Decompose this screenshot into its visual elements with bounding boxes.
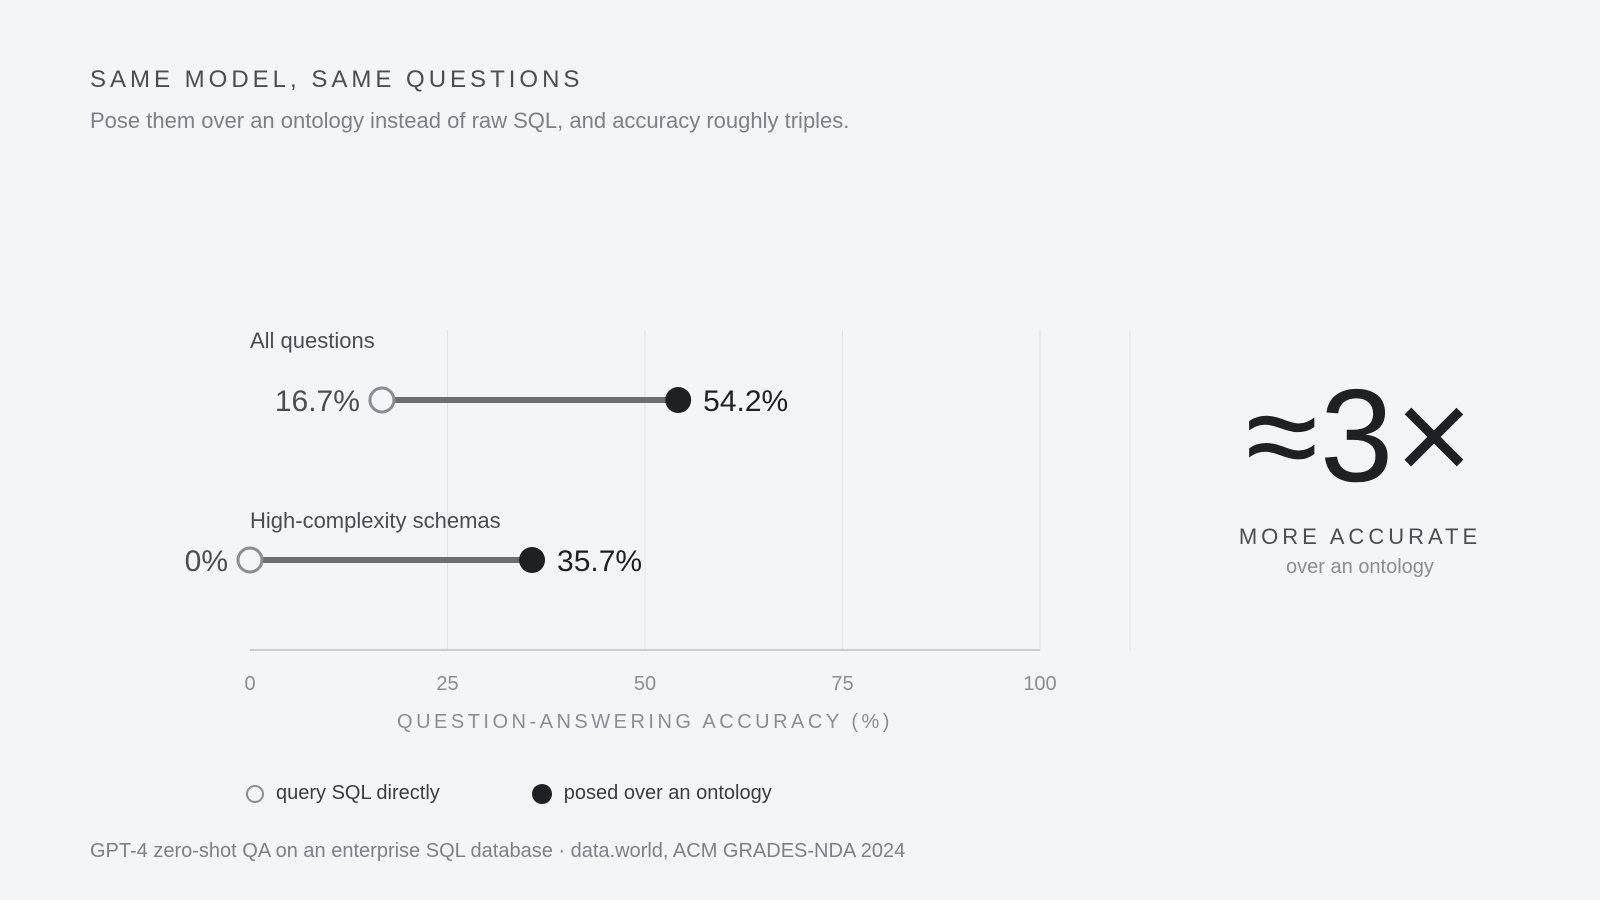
source-note: GPT-4 zero-shot QA on an enterprise SQL … [90, 840, 906, 862]
category-label: All questions [250, 328, 375, 353]
ontology-point [665, 387, 692, 413]
legend-label-sql: query SQL directly [276, 782, 440, 804]
sql-value-label: 16.7% [275, 385, 360, 418]
sql-value-label: 0% [185, 545, 228, 578]
filled-circle-icon [531, 783, 552, 804]
x-tick-label: 100 [1023, 673, 1056, 695]
legend-item-ontology: posed over an ontology [531, 782, 772, 805]
x-tick-label: 75 [831, 673, 853, 695]
sql-point [236, 546, 264, 574]
x-tick-label: 0 [244, 673, 255, 695]
legend: query SQL directly posed over an ontolog… [246, 782, 864, 805]
callout-sublabel: over an ontology [1286, 556, 1434, 578]
x-axis-title: QUESTION-ANSWERING ACCURACY (%) [397, 711, 893, 733]
ontology-value-label: 54.2% [703, 385, 788, 418]
chart-subtitle: Pose them over an ontology instead of ra… [90, 108, 850, 133]
category-label: High-complexity schemas [250, 508, 501, 533]
x-tick-label: 25 [436, 673, 458, 695]
callout-value: ≈3× [1245, 362, 1475, 509]
sql-point [368, 386, 396, 414]
ontology-value-label: 35.7% [557, 545, 642, 578]
callout-label: MORE ACCURATE [1238, 524, 1482, 549]
callout: ≈3× MORE ACCURATE over an ontology [1200, 370, 1520, 579]
chart-eyebrow-title: SAME MODEL, SAME QUESTIONS [90, 66, 584, 93]
open-circle-icon [246, 784, 264, 803]
ontology-point [519, 547, 546, 573]
x-tick-label: 50 [634, 673, 656, 695]
legend-label-ontology: posed over an ontology [563, 782, 772, 804]
legend-item-sql: query SQL directly [246, 782, 440, 805]
